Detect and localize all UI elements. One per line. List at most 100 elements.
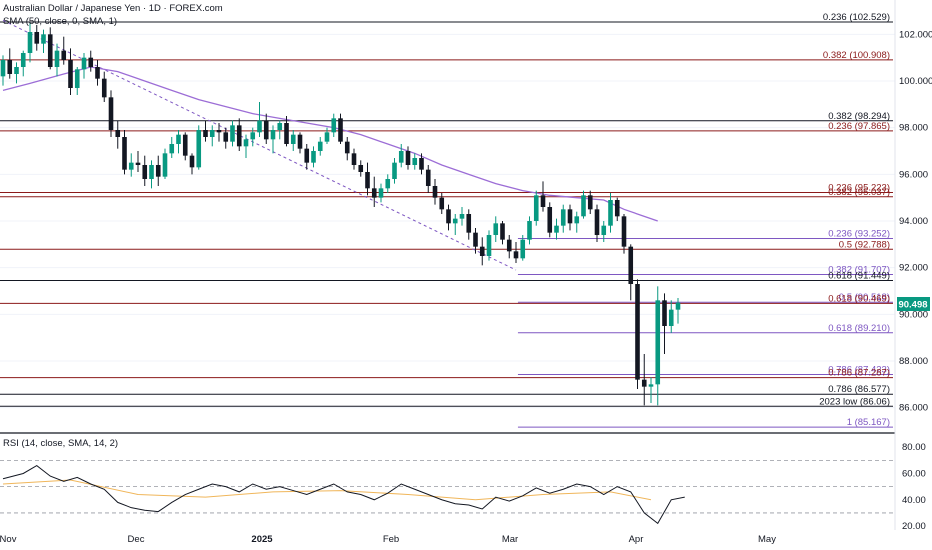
candle [196, 125, 202, 170]
candle [162, 148, 168, 179]
candle-body [533, 195, 539, 221]
candle [7, 48, 13, 79]
candle-body [284, 123, 289, 144]
candle-body [628, 246, 634, 284]
candle [95, 60, 100, 86]
candle [128, 153, 134, 177]
candle [365, 162, 370, 196]
candle [176, 130, 181, 154]
candle [614, 197, 620, 221]
candle [385, 174, 391, 193]
candle-body [540, 195, 546, 207]
candle [209, 125, 215, 147]
candle [466, 209, 472, 240]
candle [662, 293, 667, 354]
rsi-legend[interactable]: RSI (14, close, SMA, 14, 2) [3, 438, 118, 449]
time-axis[interactable]: Nov Dec 2025 Feb Mar Apr May [0, 534, 776, 545]
candle-body [81, 57, 87, 70]
price-pane: 0.236 (102.529) 0.382 (100.908) 0.382 (98.… [0, 12, 895, 428]
fib-level-label: 0.236 (97.865) [828, 121, 890, 132]
fib-level-label: 0.236 (95.223) [828, 182, 890, 193]
candle-body [527, 221, 532, 240]
candle-body [189, 155, 195, 168]
candle [257, 102, 262, 137]
candle [338, 113, 343, 144]
candle [250, 127, 256, 147]
candle [432, 179, 438, 205]
candle [223, 127, 229, 149]
candle-body [560, 209, 566, 226]
candle-body [493, 223, 499, 235]
candle [567, 204, 573, 231]
candle [122, 130, 127, 175]
candle [304, 144, 310, 170]
candle-body [567, 209, 573, 224]
candle [520, 235, 526, 261]
candle-body [601, 225, 607, 235]
candle [27, 22, 33, 63]
candle [311, 146, 316, 168]
candle-body [635, 284, 640, 380]
candle [324, 127, 330, 144]
rsi-axis[interactable]: 80.00 60.00 40.00 20.00 [902, 442, 926, 532]
time-tick-label: Feb [383, 534, 399, 545]
fib-level-label: 0.236 (93.252) [828, 228, 890, 239]
candle-body [108, 97, 114, 130]
candle [34, 25, 40, 51]
candle-body [317, 141, 323, 151]
time-tick-label: 2025 [251, 534, 273, 545]
fib-level-label: 0.236 (102.529) [823, 12, 890, 23]
candle-body [419, 158, 424, 170]
candle-body [74, 69, 80, 88]
rsi-pane [0, 459, 895, 525]
candle-body [358, 165, 364, 172]
candle [398, 144, 404, 168]
candle [479, 237, 485, 266]
rsi-grid [0, 459, 895, 514]
trendline[interactable] [2, 19, 517, 271]
candle [14, 62, 19, 84]
candle-body [385, 179, 391, 189]
candle [243, 134, 249, 158]
candle-body [135, 162, 141, 165]
candle-body [47, 34, 53, 67]
candle-body [506, 239, 512, 252]
candle [20, 50, 26, 77]
candle [419, 153, 424, 175]
rsi-tick-label: 60.00 [902, 468, 926, 479]
candle [358, 160, 364, 177]
candle-body [662, 300, 667, 326]
candle-body [581, 195, 586, 217]
candle [155, 155, 161, 186]
candle-body [365, 172, 370, 189]
candle-body [162, 153, 168, 177]
candle-body [209, 130, 215, 137]
candle-body [230, 125, 235, 142]
candle [169, 137, 175, 158]
fibonacci-levels[interactable]: 0.236 (102.529) 0.382 (100.908) 0.382 (98.… [0, 12, 893, 428]
candle-body [324, 132, 330, 142]
last-price-value: 90.498 [898, 300, 927, 311]
candle [500, 221, 505, 245]
candle-body [61, 50, 67, 60]
rsi-signal-line [2, 479, 652, 501]
candle-body [446, 209, 451, 224]
candle-body [243, 139, 249, 147]
candle [675, 298, 681, 324]
candle-body [594, 209, 600, 235]
candle-body [95, 67, 100, 79]
candle [81, 53, 87, 79]
candle [581, 190, 586, 219]
sma-legend[interactable]: SMA (50, close, 0, SMA, 1) [3, 16, 117, 27]
price-axis[interactable]: 102.000 100.000 98.000 96.000 94.000 92.000 90… [899, 29, 932, 413]
candle-body [20, 53, 26, 67]
candle [297, 132, 303, 154]
fib-level-label: 0.382 (100.908) [823, 50, 890, 61]
candle-body [614, 200, 620, 217]
candle-body [7, 60, 13, 74]
candle-body [14, 67, 19, 74]
fib-level-label: 0.382 (98.294) [828, 111, 890, 122]
candle [635, 279, 640, 389]
candle-body [486, 235, 492, 256]
